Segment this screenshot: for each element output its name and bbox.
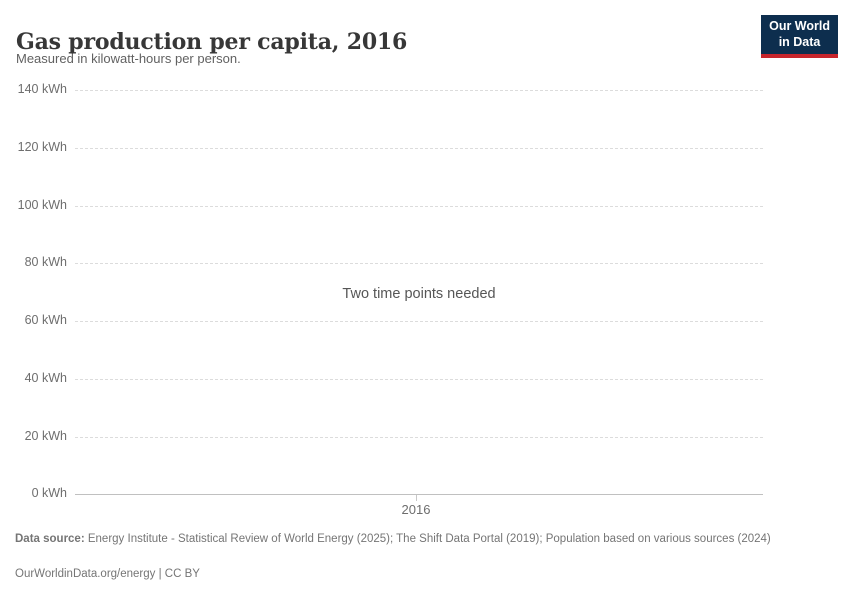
x-axis-tick-mark bbox=[416, 495, 417, 501]
gridline bbox=[75, 437, 763, 438]
y-axis-tick-label: 80 kWh bbox=[24, 255, 67, 269]
empty-chart-message: Two time points needed bbox=[342, 286, 496, 302]
data-source-label: Data source: bbox=[15, 533, 85, 545]
owid-logo-line2: in Data bbox=[778, 34, 821, 49]
y-axis-tick-label: 40 kWh bbox=[24, 371, 67, 385]
gridline bbox=[75, 379, 763, 380]
chart-title: Gas production per capita, 2016 bbox=[16, 28, 408, 55]
gridline bbox=[75, 321, 763, 322]
gridline bbox=[75, 206, 763, 207]
y-axis-tick-label: 140 kWh bbox=[17, 82, 67, 96]
y-axis-tick-label: 20 kWh bbox=[24, 429, 67, 443]
gridline bbox=[75, 263, 763, 264]
data-source-text: Energy Institute - Statistical Review of… bbox=[84, 533, 771, 545]
y-axis-tick-label: 0 kWh bbox=[31, 486, 67, 500]
x-axis-tick-label: 2016 bbox=[401, 502, 431, 517]
y-axis-tick-label: 60 kWh bbox=[24, 313, 67, 327]
data-source-note: Data source: Energy Institute - Statisti… bbox=[15, 532, 821, 547]
gridline bbox=[75, 90, 763, 91]
chart-subtitle: Measured in kilowatt-hours per person. bbox=[16, 51, 241, 66]
license-link[interactable]: OurWorldinData.org/energy | CC BY bbox=[15, 568, 200, 580]
y-axis-tick-label: 100 kWh bbox=[17, 198, 67, 212]
y-axis-tick-label: 120 kWh bbox=[17, 140, 67, 154]
gridline bbox=[75, 148, 763, 149]
owid-logo[interactable]: Our World in Data bbox=[761, 15, 838, 58]
x-axis-line bbox=[75, 494, 763, 495]
owid-logo-line1: Our World bbox=[769, 19, 830, 33]
